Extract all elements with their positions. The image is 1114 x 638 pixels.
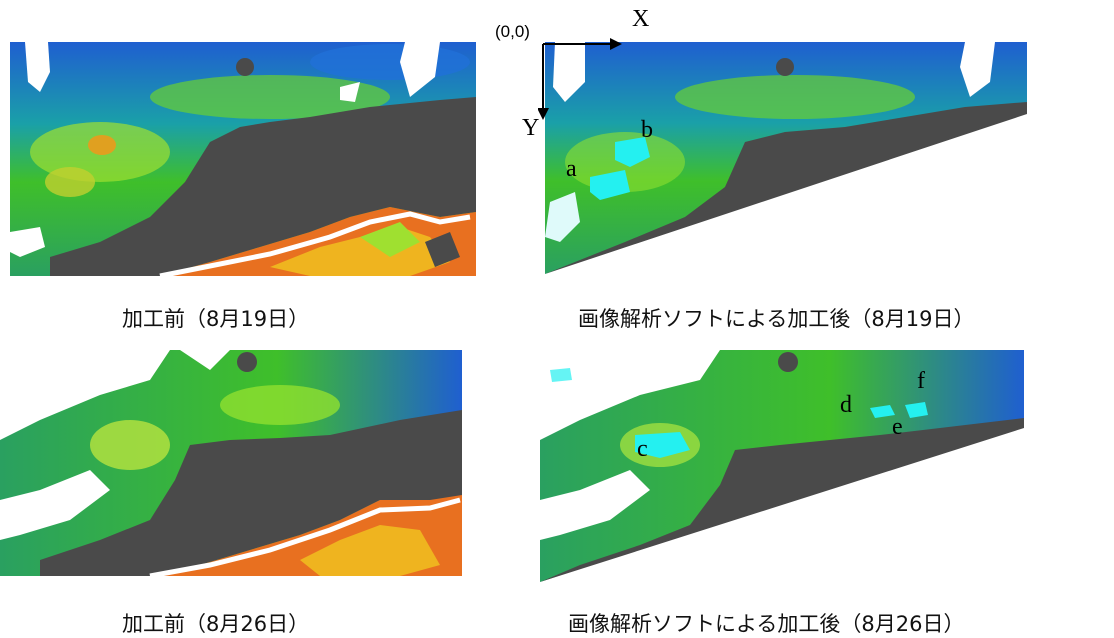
label-e: e [892, 414, 903, 440]
label-d: d [840, 392, 852, 418]
label-c: c [637, 436, 648, 462]
satellite-image-after-aug26 [540, 350, 1024, 582]
caption-before-aug26: 加工前（8月26日） [122, 612, 310, 636]
x-axis-label: X [632, 6, 650, 32]
y-axis-label: Y [522, 115, 540, 141]
caption-after-aug19: 画像解析ソフトによる加工後（8月19日） [578, 307, 975, 331]
satellite-image-before-aug19 [10, 42, 476, 276]
label-f: f [917, 368, 925, 394]
satellite-image-after-aug19 [545, 42, 1027, 274]
origin-label: (0,0) [495, 22, 530, 41]
label-b: b [641, 117, 653, 143]
axis-arrows [538, 38, 622, 120]
caption-after-aug26: 画像解析ソフトによる加工後（8月26日） [568, 612, 965, 636]
caption-before-aug19: 加工前（8月19日） [122, 307, 310, 331]
label-a: a [566, 156, 577, 182]
satellite-image-before-aug26 [0, 350, 462, 576]
